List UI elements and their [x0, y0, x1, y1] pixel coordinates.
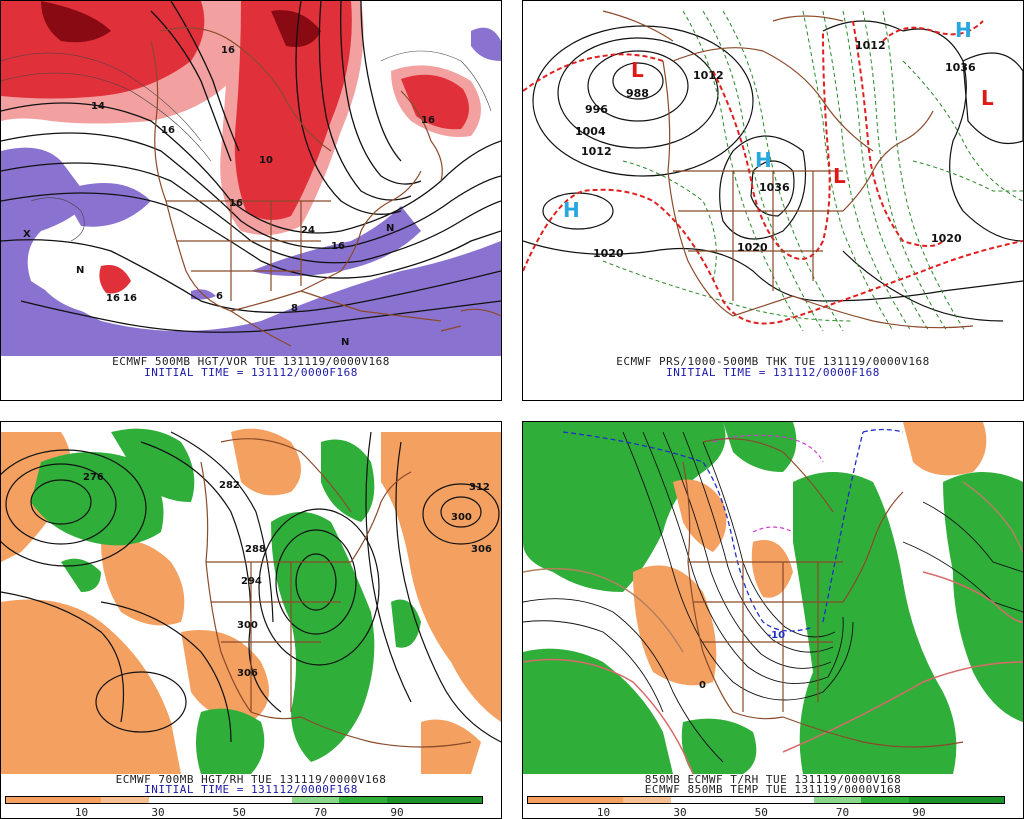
map-850mb-temp-rh: -10 0 — [523, 422, 1023, 774]
contour-label: 16 — [229, 198, 243, 209]
isobar-label: 1012 — [581, 145, 612, 158]
contour-label: 288 — [245, 544, 266, 555]
tick-label: 70 — [835, 806, 850, 819]
rh-colorbar-ticks: 10 30 50 70 90 — [5, 806, 483, 819]
contour-label: 0 — [699, 680, 706, 691]
panel-subcaption: INITIAL TIME = 131112/0000F168 — [666, 366, 880, 379]
contour-label: 10 — [259, 155, 273, 166]
rh-colorbar-ticks: 10 30 50 70 90 — [527, 806, 1005, 819]
panel-caption: 850MB ECMWF T/RH TUE 131119/0000V168 — [644, 773, 902, 786]
low-center: L — [981, 86, 994, 110]
tick-label: 90 — [912, 806, 926, 819]
pressure-centers: L L L H H H L — [563, 18, 994, 222]
tick-label: 10 — [74, 806, 89, 819]
isobar-label: 1020 — [931, 232, 962, 245]
isobar-label: 988 — [626, 87, 649, 100]
low-center: L — [833, 164, 846, 188]
low-center: L — [631, 58, 644, 82]
panel-subcaption: ECMWF 850MB TEMP TUE 131119/0000V168 — [644, 783, 902, 796]
high-center: H — [563, 198, 580, 222]
contour-label: 300 — [237, 620, 258, 631]
tick-label: 30 — [673, 806, 687, 819]
panel-850mb-t-rh: -10 0 850MB ECMWF T/RH TUE 131119/0000V1… — [522, 421, 1024, 819]
contour-label: 16 — [161, 125, 175, 136]
high-center: H — [955, 18, 972, 42]
contour-label: 16 — [331, 241, 345, 252]
map-700mb-rh: 276 282 288 294 300 306 312 306 300 — [1, 422, 501, 774]
isobar-label: 1004 — [575, 125, 606, 138]
contour-label: N — [76, 265, 84, 276]
map-pressure-thickness: 988 996 1004 1012 1020 1020 1012 1012 10… — [523, 1, 1023, 356]
contour-label: 294 — [241, 576, 262, 587]
high-center: H — [755, 148, 772, 172]
contour-label: 16 — [123, 293, 137, 304]
low-center: L — [649, 74, 650, 76]
contour-label: 300 — [451, 512, 472, 523]
isobar-label: 1020 — [593, 247, 624, 260]
contour-label: 24 — [301, 225, 315, 236]
contour-label: N — [386, 223, 394, 234]
contour-label: 16 — [106, 293, 120, 304]
contour-label: 306 — [471, 544, 492, 555]
contour-label: -10 — [767, 630, 785, 641]
contour-label: 16 — [221, 45, 235, 56]
isobar-label: 1012 — [693, 69, 724, 82]
panel-500mb-hgt-vor: 14 16 16 10 16 16 24 16 N N X N 6 8 16 1… — [0, 0, 502, 401]
tick-label: 50 — [232, 806, 246, 819]
isobar-label: 1036 — [759, 181, 790, 194]
tick-label: 10 — [596, 806, 611, 819]
vorticity-labels: 14 16 16 10 16 16 24 16 N N X N 6 8 16 1… — [23, 45, 435, 348]
isobar-label: 1012 — [855, 39, 886, 52]
tick-label: 90 — [390, 806, 404, 819]
panel-caption: ECMWF 700MB HGT/RH TUE 131119/0000V168 — [115, 773, 387, 786]
panel-700mb-hgt-rh: 276 282 288 294 300 306 312 306 300 ECMW… — [0, 421, 502, 819]
panel-caption: ECMWF PRS/1000-500MB THK TUE 131119/0000… — [616, 355, 930, 368]
rh-colorbar — [527, 796, 1005, 804]
isobar-label: 1036 — [945, 61, 976, 74]
contour-label: 276 — [83, 472, 104, 483]
contour-label: 8 — [291, 303, 298, 314]
map-500mb-vorticity: 14 16 16 10 16 16 24 16 N N X N 6 8 16 1… — [1, 1, 501, 356]
panel-subcaption: INITIAL TIME = 131112/0000F168 — [144, 366, 358, 379]
panel-caption: ECMWF 500MB HGT/VOR TUE 131119/0000V168 — [112, 355, 390, 368]
contour-label: 282 — [219, 480, 240, 491]
contour-label: 306 — [237, 668, 258, 679]
contour-label: 312 — [469, 482, 490, 493]
isobar-label: 1020 — [737, 241, 768, 254]
contour-label: 16 — [421, 115, 435, 126]
contour-label: X — [23, 229, 31, 240]
panel-subcaption: INITIAL TIME = 131112/0000F168 — [144, 783, 358, 796]
panel-prs-thk: 988 996 1004 1012 1020 1020 1012 1012 10… — [522, 0, 1024, 401]
isobar-label: 996 — [585, 103, 608, 116]
contour-label: 14 — [91, 101, 105, 112]
isobar-labels: 988 996 1004 1012 1020 1020 1012 1012 10… — [575, 39, 976, 260]
height-labels: 276 282 288 294 300 306 312 306 300 — [83, 472, 492, 679]
tick-label: 70 — [313, 806, 328, 819]
rh-colorbar — [5, 796, 483, 804]
contour-label: N — [341, 337, 349, 348]
temperature-labels: -10 0 — [699, 630, 785, 691]
contour-label: 6 — [216, 291, 223, 302]
tick-label: 50 — [754, 806, 768, 819]
tick-label: 30 — [151, 806, 165, 819]
